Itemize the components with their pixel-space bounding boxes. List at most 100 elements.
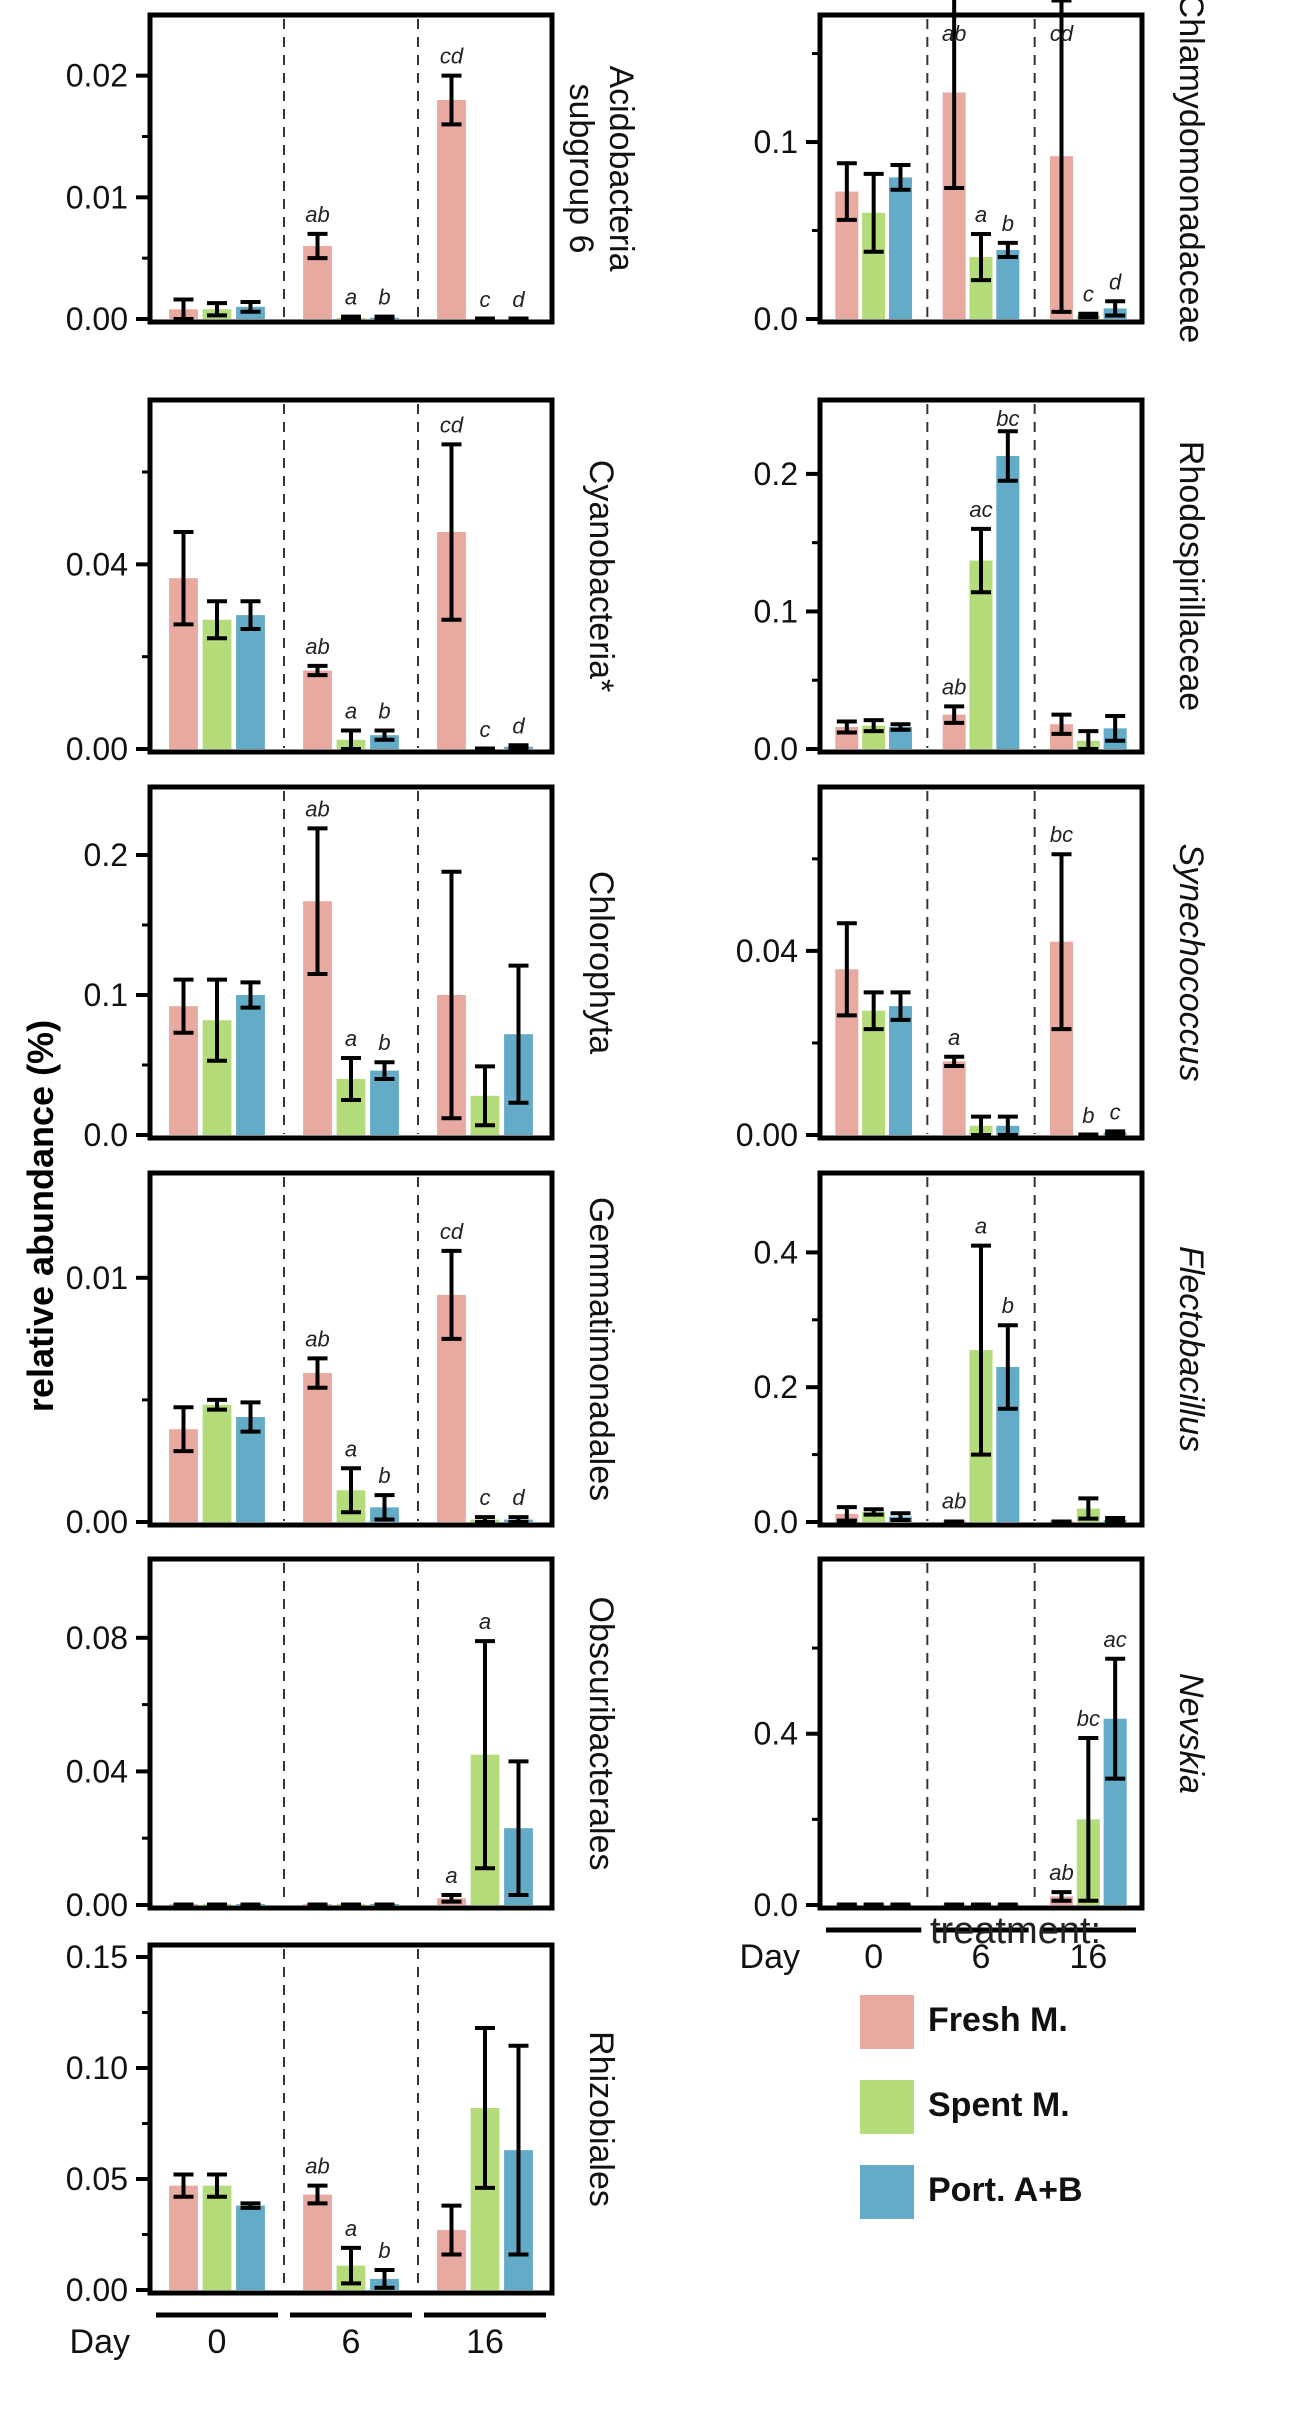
panel-chlorophyta: ab a b 0.0 0.1 0.2 Chlorophyta: [84, 784, 620, 1153]
bar-portab-day0: [888, 726, 913, 749]
panel-title: Rhodospirillaceae: [1172, 441, 1210, 711]
panel-title: Flectobacillus: [1172, 1246, 1210, 1452]
bar-spentm-day6: [969, 257, 993, 319]
bar-freshm-day6: [303, 1373, 332, 1522]
panel-title-line: Acidobacteria: [602, 65, 640, 271]
panel-title-line: Chlorophyta: [582, 871, 620, 1054]
significance-label: d: [512, 1485, 525, 1510]
bar-freshm-day6: [942, 92, 966, 319]
significance-label: bc: [1077, 1706, 1100, 1731]
panel-title: Chlamydomonadaceae: [1172, 0, 1210, 343]
bar-portab-day0: [888, 177, 913, 319]
significance-label: a: [445, 1863, 457, 1888]
significance-label: cd: [440, 1219, 464, 1244]
panel-obscuribacterales: a a 0.00 0.04 0.08 Obscuribacterales: [66, 1556, 620, 1923]
significance-label: a: [345, 699, 357, 724]
significance-label: b: [378, 699, 390, 724]
panel-nevskia: ab bc ac 0.0 0.4 Nevskia: [754, 1556, 1210, 1923]
bar-portab-day6: [996, 456, 1020, 749]
y-tick-label: 0.0: [754, 301, 798, 337]
y-tick-label: 0.08: [66, 1620, 128, 1656]
panel-rhizobiales: ab ab 0.00 0.05 0.10 0.15 Rhizobiales: [66, 1939, 620, 2308]
significance-label: a: [345, 2216, 357, 2241]
significance-label: bc: [1050, 822, 1073, 847]
bar-spentm-day6: [969, 560, 993, 749]
y-tick-label: 0.0: [84, 1117, 128, 1153]
bar-freshm-day6: [303, 670, 332, 749]
panel-title-line: Nevskia: [1172, 1673, 1210, 1794]
legend-swatch-port: [860, 2165, 914, 2219]
bar-portab-day0: [236, 995, 265, 1135]
y-tick-label: 0.01: [66, 179, 128, 215]
y-tick-label: 0.00: [66, 2272, 128, 2308]
significance-label: ab: [305, 202, 329, 227]
legend-swatch-fresh: [860, 1995, 914, 2049]
significance-label: bc: [996, 406, 1019, 431]
panel-chlamydomonadaceae: ab cd a c b d 0.0 0.1 Chlamydomonadaceae: [754, 0, 1210, 343]
bar-portab-day16: [1103, 1718, 1127, 1905]
panel-title-line: Rhizobiales: [582, 2031, 620, 2207]
legend-label-spent: Spent M.: [928, 2086, 1070, 2124]
day-tick-label: 16: [466, 2323, 504, 2361]
panel-frame: [147, 397, 555, 755]
panel-title-line: Cyanobacteria*: [582, 460, 620, 692]
y-tick-label: 0.1: [754, 593, 798, 629]
panel-title: Gemmatimonadales: [582, 1197, 620, 1501]
y-tick-label: 0.02: [66, 58, 128, 94]
y-tick-label: 0.00: [736, 1117, 798, 1153]
panel-frame: [817, 784, 1145, 1141]
y-tick-label: 0.00: [66, 731, 128, 767]
significance-label: ab: [305, 1326, 329, 1351]
bar-portab-day0: [888, 1006, 913, 1135]
panel-frame: [147, 1170, 555, 1528]
significance-label: c: [480, 1485, 491, 1510]
bar-freshm-day0: [169, 2185, 198, 2290]
significance-label: a: [975, 1214, 987, 1239]
day-axis-right: 0 6 16 Day: [740, 1927, 1136, 1976]
legend-swatch-spent: [860, 2080, 914, 2134]
significance-label: b: [1002, 211, 1014, 236]
y-tick-label: 0.00: [66, 1887, 128, 1923]
significance-label: ab: [942, 1489, 966, 1514]
panel-cyanobacteria-: ab cd a c b d 0.00 0.04 Cyanobacteria*: [66, 397, 620, 767]
bar-spentm-day0: [862, 1511, 886, 1522]
y-tick-label: 0.00: [66, 301, 128, 337]
significance-label: c: [480, 717, 491, 742]
day-tick-label: 6: [342, 2323, 361, 2361]
bar-portab-day6: [996, 1366, 1020, 1522]
day-axis-label: Day: [70, 2323, 130, 2361]
panel-title-line: Obscuribacterales: [582, 1596, 620, 1870]
bar-freshm-day0: [835, 969, 859, 1135]
panel-frame: [817, 397, 1145, 755]
panel-title: Synechococcus: [1172, 843, 1210, 1081]
y-tick-label: 0.2: [754, 456, 798, 492]
y-tick-label: 0.4: [754, 1234, 798, 1270]
bar-spentm-day0: [202, 2185, 232, 2290]
day-axis-left: 0 6 16 Day: [70, 2312, 546, 2361]
panel-title: Rhizobiales: [582, 2031, 620, 2207]
significance-label: ab: [305, 2154, 329, 2179]
bar-freshm-day16: [1049, 724, 1074, 749]
legend-label-port: Port. A+B: [928, 2171, 1083, 2209]
significance-label: cd: [1050, 21, 1074, 46]
panel-frame: [147, 1556, 555, 1911]
significance-label: ab: [942, 21, 966, 46]
significance-label: d: [1109, 269, 1122, 294]
day-tick-label: 6: [972, 1938, 991, 1976]
panel-frame: [817, 1170, 1145, 1528]
y-tick-label: 0.0: [754, 1887, 798, 1923]
panel-frame: [147, 1942, 555, 2296]
y-tick-label: 0.1: [754, 124, 798, 160]
panel-synechococcus: a bc b c 0.00 0.04 Synechococcus: [736, 784, 1210, 1153]
legend-label-fresh: Fresh M.: [928, 2001, 1068, 2039]
bar-freshm-day0: [835, 191, 859, 319]
panel-title-line: Gemmatimonadales: [582, 1197, 620, 1501]
y-tick-label: 0.00: [66, 1504, 128, 1540]
panel-title-line: Flectobacillus: [1172, 1246, 1210, 1452]
significance-label: ac: [1104, 1627, 1127, 1652]
y-tick-label: 0.2: [84, 837, 128, 873]
panel-rhodospirillaceae: ab ac bc 0.0 0.1 0.2 Rhodospirillaceae: [754, 397, 1210, 767]
panel-frame: [147, 12, 555, 325]
